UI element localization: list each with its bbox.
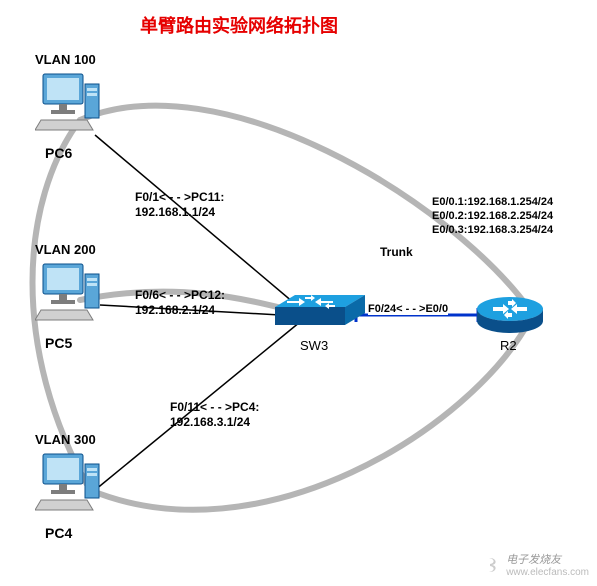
link-label-pc5-port: F0/6< - - >PC12: xyxy=(135,288,225,302)
trunk-port-label: F0/24< - - >E0/0 xyxy=(368,303,448,315)
link-label-pc4-ip: 192.168.3.1/24 xyxy=(170,415,250,429)
router-subif-3: E0/0.3:192.168.3.254/24 xyxy=(432,224,553,236)
device-label-pc4: PC4 xyxy=(45,525,72,541)
device-label-pc5: PC5 xyxy=(45,335,72,351)
router-subif-2: E0/0.2:192.168.2.254/24 xyxy=(432,210,553,222)
device-label-pc6: PC6 xyxy=(45,145,72,161)
vlan-label-pc5: VLAN 200 xyxy=(35,242,96,257)
pc-icon-pc5 xyxy=(35,260,105,335)
watermark-brand: 电子发烧友 xyxy=(506,551,589,567)
vlan-label-pc6: VLAN 100 xyxy=(35,52,96,67)
pc-icon-pc6 xyxy=(35,70,105,145)
link-label-pc6-port: F0/1< - - >PC11: xyxy=(135,190,224,204)
router-subif-1: E0/0.1:192.168.1.254/24 xyxy=(432,196,553,208)
pc-icon-pc4 xyxy=(35,450,105,525)
link-label-pc6-ip: 192.168.1.1/24 xyxy=(135,205,215,219)
device-label-switch: SW3 xyxy=(300,338,328,353)
device-label-router: R2 xyxy=(500,338,517,353)
vlan-label-pc4: VLAN 300 xyxy=(35,432,96,447)
trunk-label: Trunk xyxy=(380,245,413,259)
link-label-pc4-port: F0/11< - - >PC4: xyxy=(170,400,259,414)
watermark-url: www.elecfans.com xyxy=(506,567,589,578)
diagram-title: 单臂路由实验网络拓扑图 xyxy=(140,12,338,38)
link-label-pc5-ip: 192.168.2.1/24 xyxy=(135,303,215,317)
watermark-icon xyxy=(484,556,502,574)
watermark: 电子发烧友 www.elecfans.com xyxy=(484,551,589,578)
